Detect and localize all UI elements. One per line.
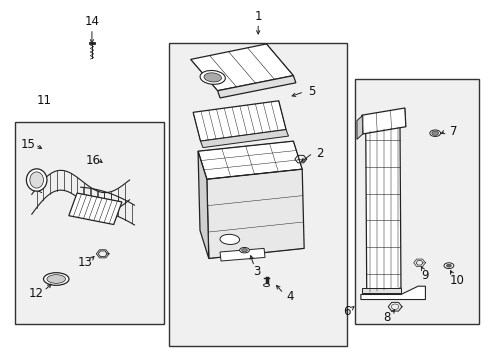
Text: 14: 14 [84,15,99,28]
Text: 2: 2 [316,147,324,159]
Polygon shape [190,44,293,91]
Text: 16: 16 [85,154,100,167]
Ellipse shape [26,169,47,191]
Polygon shape [69,193,122,225]
Polygon shape [198,151,208,258]
Text: 5: 5 [307,85,315,98]
Text: 3: 3 [252,265,260,278]
Polygon shape [361,108,405,134]
Ellipse shape [431,131,438,135]
Ellipse shape [203,73,221,82]
Text: 7: 7 [448,125,456,138]
Ellipse shape [241,248,247,252]
Polygon shape [193,101,285,141]
Text: 12: 12 [28,287,43,300]
Ellipse shape [239,248,249,253]
Ellipse shape [47,275,65,283]
Bar [354,79,478,324]
Ellipse shape [443,263,453,269]
Text: 1: 1 [254,10,262,23]
Polygon shape [361,288,400,293]
Text: 4: 4 [285,291,293,303]
Text: 10: 10 [448,274,463,287]
Text: 13: 13 [78,256,93,269]
Polygon shape [360,286,425,300]
Polygon shape [200,130,288,148]
Polygon shape [217,76,295,98]
Polygon shape [220,248,264,261]
Bar [168,43,346,346]
Polygon shape [365,127,400,294]
Text: 9: 9 [421,269,428,282]
Text: 11: 11 [37,94,51,107]
Ellipse shape [446,264,450,267]
Text: 15: 15 [21,138,36,150]
Text: 6: 6 [343,305,350,318]
Text: 8: 8 [383,311,390,324]
Ellipse shape [30,172,43,188]
Polygon shape [198,141,302,179]
Ellipse shape [220,234,239,244]
Bar [15,122,163,324]
Ellipse shape [200,71,225,84]
Polygon shape [206,169,304,258]
Ellipse shape [429,130,440,136]
Ellipse shape [263,284,269,287]
Polygon shape [356,115,362,139]
Ellipse shape [43,273,69,285]
